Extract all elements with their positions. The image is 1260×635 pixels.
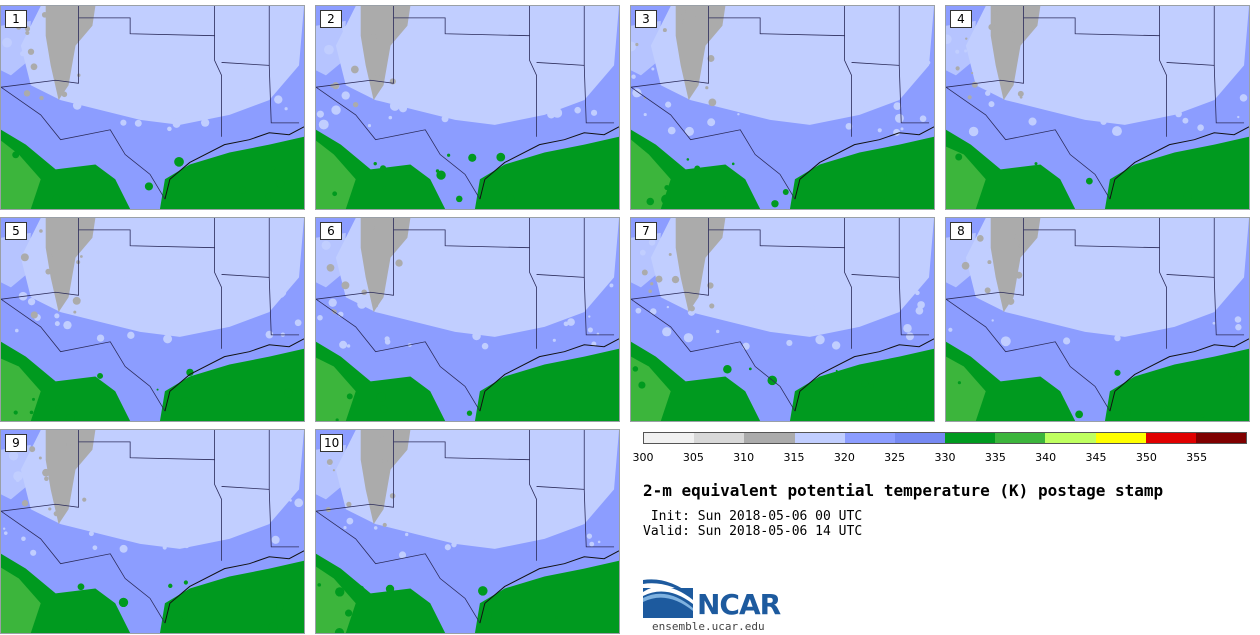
member-number-label: 5 [5, 222, 27, 240]
member-number-label: 9 [5, 434, 27, 452]
map-field [316, 430, 619, 633]
valid-time: Valid: Sun 2018-05-06 14 UTC [643, 524, 863, 539]
colorbar-swatch [945, 433, 996, 443]
colorbar-swatch [1045, 433, 1096, 443]
colorbar-tick-label: 335 [984, 451, 1006, 464]
ncar-logo-icon [643, 579, 693, 618]
map-field [946, 6, 1249, 209]
init-time: Init: Sun 2018-05-06 00 UTC [643, 509, 863, 524]
colorbar-swatch [744, 433, 795, 443]
colorbar-tick-label: 315 [783, 451, 805, 464]
colorbar-swatch [1145, 433, 1196, 443]
website-url: ensemble.ucar.edu [652, 620, 765, 633]
member-number-label: 3 [635, 10, 657, 28]
figure-title: 2-m equivalent potential temperature (K)… [643, 481, 1164, 500]
member-number-label: 10 [320, 434, 344, 452]
member-number-label: 2 [320, 10, 342, 28]
map-field [946, 218, 1249, 421]
member-number-label: 6 [320, 222, 342, 240]
colorbar-tick-label: 325 [884, 451, 906, 464]
colorbar-tick-label: 305 [682, 451, 704, 464]
colorbar-swatch [794, 433, 845, 443]
stamp-member-3: 3 [630, 5, 935, 210]
stamp-member-2: 2 [315, 5, 620, 210]
colorbar-tick-label: 355 [1186, 451, 1208, 464]
colorbar-tick-label: 345 [1085, 451, 1107, 464]
stamp-member-5: 5 [0, 217, 305, 422]
colorbar-swatch [1095, 433, 1146, 443]
member-number-label: 1 [5, 10, 27, 28]
colorbar-swatch [1195, 433, 1247, 443]
colorbar-tick-label: 350 [1135, 451, 1157, 464]
stamp-member-10: 10 [315, 429, 620, 634]
map-field [316, 218, 619, 421]
stamp-member-6: 6 [315, 217, 620, 422]
map-field [316, 6, 619, 209]
map-field [631, 6, 934, 209]
member-number-label: 7 [635, 222, 657, 240]
colorbar-swatch [844, 433, 895, 443]
stamp-member-7: 7 [630, 217, 935, 422]
stamp-member-1: 1 [0, 5, 305, 210]
member-number-label: 4 [950, 10, 972, 28]
colorbar-tick-label: 320 [833, 451, 855, 464]
map-field [1, 6, 304, 209]
stamp-member-8: 8 [945, 217, 1250, 422]
colorbar-swatch [894, 433, 946, 443]
stamp-member-9: 9 [0, 429, 305, 634]
colorbar [643, 432, 1247, 444]
member-number-label: 8 [950, 222, 972, 240]
colorbar-tick-label: 330 [934, 451, 956, 464]
map-field [1, 430, 304, 633]
colorbar-swatch [644, 433, 695, 443]
logo-text: NCAR [697, 588, 781, 621]
map-field [1, 218, 304, 421]
colorbar-swatch [694, 433, 745, 443]
colorbar-ticks: 300 305 310 315 320 325 330 335 340 345 350 355 [633, 451, 1253, 467]
colorbar-swatch [995, 433, 1046, 443]
colorbar-tick-label: 300 [632, 451, 654, 464]
colorbar-tick-label: 340 [1035, 451, 1057, 464]
colorbar-tick-label: 310 [733, 451, 755, 464]
stamp-member-4: 4 [945, 5, 1250, 210]
map-field [631, 218, 934, 421]
